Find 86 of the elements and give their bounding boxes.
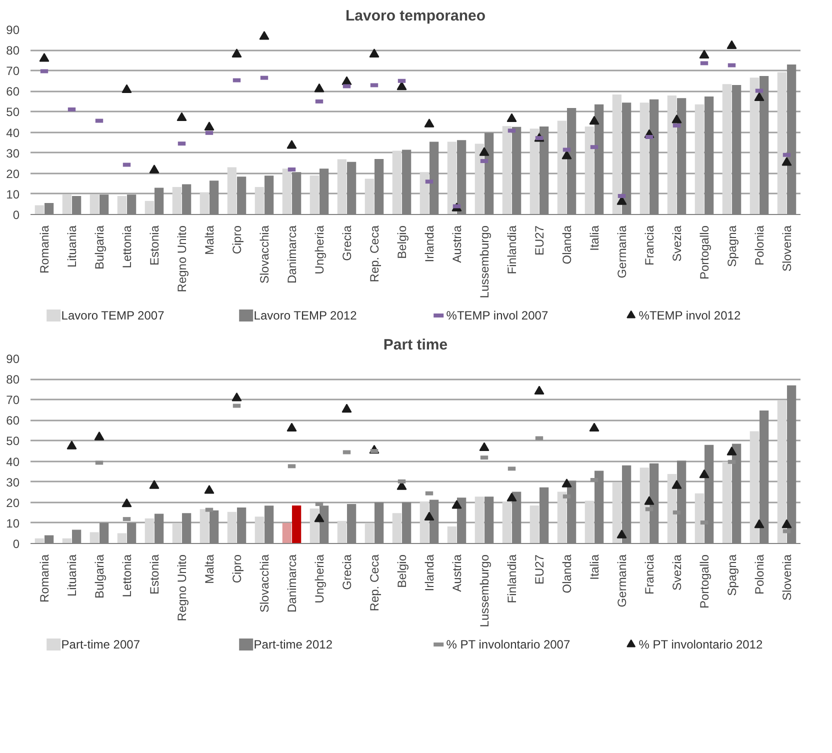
x-tick-label: Francia [642, 554, 656, 595]
y-tick-label: 70 [6, 393, 20, 408]
y-tick-label: 70 [6, 64, 20, 78]
y-tick-label: 10 [6, 516, 20, 530]
y-tick-label: 0 [12, 208, 20, 222]
y-tick-label: 0 [12, 537, 20, 551]
x-tick-label: Polonia [752, 225, 766, 266]
x-tick-label: Polonia [752, 554, 766, 595]
x-tick-label: Portogallo [697, 225, 712, 280]
x-tick-label: Estonia [147, 225, 162, 266]
x-tick-label: Svezia [670, 225, 684, 262]
x-tick-label: Cipro [230, 554, 244, 584]
x-tick-label: Grecia [340, 554, 354, 590]
y-tick-label: 50 [6, 434, 20, 448]
x-tick-label: Austria [450, 554, 464, 592]
x-tick-label: Lussemburgo [477, 554, 492, 628]
y-tick-label: 50 [6, 105, 20, 120]
x-tick-label: Rep. Ceca [367, 554, 382, 612]
y-tick-label: 80 [6, 44, 20, 58]
x-tick-label: Rep. Ceca [367, 225, 382, 282]
x-tick-label: Lettonia [120, 225, 134, 268]
y-tick-label: 30 [6, 146, 20, 160]
x-tick-label: Estonia [147, 554, 162, 595]
y-tick-label: 10 [6, 187, 20, 202]
x-tick-label: Austria [450, 225, 464, 263]
x-tick-label: Danimarca [284, 554, 299, 613]
x-tick-label: EU27 [532, 225, 546, 256]
x-tick-label: Francia [642, 225, 656, 266]
y-tick-label: 20 [6, 166, 20, 181]
x-tick-label: Lussemburgo [477, 225, 492, 298]
x-tick-label: Spagna [724, 554, 739, 596]
x-tick-label: Irlanda [422, 225, 436, 262]
legend-label: Lavoro TEMP 2012 [254, 308, 358, 322]
x-tick-label: Finlandia [504, 554, 519, 604]
y-tick-label: 30 [6, 475, 20, 490]
y-tick-label: 90 [6, 352, 20, 366]
x-tick-label: Germania [614, 225, 629, 278]
x-tick-label: Italia [587, 225, 602, 251]
x-tick-label: Bulgaria [92, 225, 106, 270]
legend-label: Lavoro TEMP 2007 [61, 308, 165, 322]
x-tick-label: Olanda [560, 554, 574, 594]
x-tick-label: Regno Unito [174, 225, 189, 292]
x-tick-label: Slovenia [780, 225, 794, 272]
x-tick-label: Belgio [394, 225, 409, 259]
x-tick-label: Lettonia [120, 554, 134, 598]
x-tick-label: Portogallo [697, 554, 712, 609]
y-tick-label: 60 [6, 84, 20, 99]
y-tick-label: 60 [6, 414, 20, 428]
x-tick-label: Svezia [670, 554, 684, 591]
x-tick-label: Italia [587, 554, 602, 580]
legend-label: %TEMP invol 2007 [446, 308, 548, 322]
x-tick-label: Ungheria [312, 225, 326, 274]
chart-title: Part time [383, 336, 448, 354]
y-tick-label: 20 [6, 496, 20, 510]
x-tick-label: Olanda [560, 225, 574, 264]
x-tick-label: Ungheria [312, 554, 326, 604]
x-tick-label: EU27 [532, 554, 546, 585]
x-tick-label: Bulgaria [92, 554, 106, 599]
x-tick-label: Malta [202, 225, 216, 255]
x-tick-label: Romania [37, 554, 52, 603]
legend-label: % PT involontario 2012 [638, 638, 763, 652]
x-tick-label: Romania [37, 225, 52, 274]
x-tick-label: Lituania [64, 225, 79, 268]
legend-label: % PT involontario 2007 [446, 638, 570, 652]
x-tick-label: Slovacchia [257, 554, 272, 613]
x-tick-label: Germania [614, 554, 629, 608]
x-tick-label: Regno Unito [174, 554, 189, 622]
x-tick-label: Lituania [64, 554, 79, 597]
x-tick-label: Belgio [394, 554, 409, 588]
x-tick-label: Irlanda [422, 554, 436, 592]
x-tick-label: Danimarca [284, 225, 299, 284]
x-tick-label: Grecia [340, 225, 354, 261]
x-tick-label: Finlandia [504, 225, 519, 274]
x-tick-label: Cipro [230, 225, 244, 254]
x-tick-label: Slovenia [780, 554, 794, 601]
x-tick-label: Malta [202, 554, 216, 584]
x-tick-label: Spagna [724, 225, 739, 267]
legend-label: Part-time 2012 [254, 638, 333, 652]
legend-label: Part-time 2007 [61, 638, 140, 652]
y-tick-label: 40 [6, 126, 20, 140]
legend-label: %TEMP invol 2012 [638, 308, 741, 322]
x-tick-label: Slovacchia [257, 225, 272, 284]
chart-title: Lavoro temporaneo [345, 8, 486, 24]
y-tick-label: 90 [6, 23, 20, 37]
y-tick-label: 80 [6, 372, 20, 387]
y-tick-label: 40 [6, 454, 20, 469]
